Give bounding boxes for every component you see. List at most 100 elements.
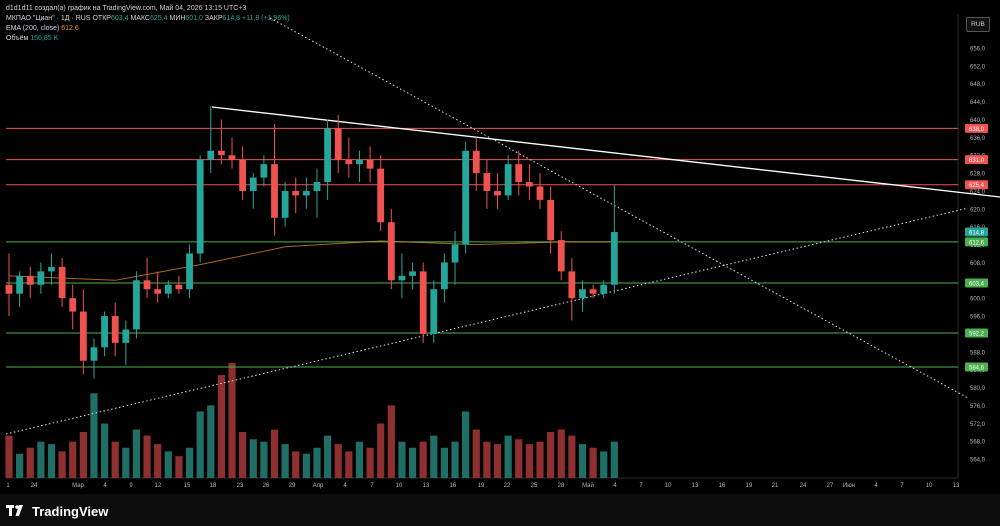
volume-bar bbox=[207, 405, 215, 478]
volume-bar bbox=[600, 451, 608, 478]
ticker[interactable]: МКПАО "Циан" · 1Д · RUS bbox=[6, 15, 91, 22]
price-label-green: 612,6 bbox=[965, 237, 988, 247]
price-tick-label: 644,0 bbox=[970, 100, 986, 106]
volume-bar bbox=[568, 435, 576, 478]
candle bbox=[196, 155, 204, 263]
price-label-red: 625,4 bbox=[965, 180, 988, 190]
resistance-trendline bbox=[211, 106, 1000, 198]
price-label-bg bbox=[965, 155, 988, 165]
ema-row[interactable]: EMA (200, close) 612,6 bbox=[6, 24, 290, 34]
candle-body bbox=[58, 266, 66, 299]
candle bbox=[101, 311, 108, 357]
candle bbox=[494, 173, 501, 209]
price-label-red: 638,0 bbox=[965, 123, 988, 133]
candle-body bbox=[472, 150, 480, 174]
ohlc-row: МКПАО "Циан" · 1Д · RUS ОТКР603,4 МАКС62… bbox=[6, 14, 290, 24]
candle-body bbox=[164, 284, 172, 294]
tradingview-logo-icon bbox=[6, 505, 23, 516]
candle-body bbox=[26, 275, 34, 285]
price-tick-label: 636,0 bbox=[970, 136, 986, 142]
candle-body bbox=[37, 271, 45, 285]
price-tick-label: 652,0 bbox=[970, 64, 986, 70]
candle bbox=[111, 302, 119, 357]
price-tick-label: 640,0 bbox=[970, 118, 986, 124]
price-tick-label: 564,0 bbox=[970, 458, 986, 464]
candle bbox=[557, 231, 565, 281]
creator-line: d1d1d11 создал(а) график на TradingView.… bbox=[6, 5, 247, 12]
high-value: 625,4 bbox=[150, 15, 168, 22]
candle bbox=[281, 182, 289, 227]
time-tick-label: 13 bbox=[423, 483, 430, 489]
price-label-bg bbox=[965, 278, 988, 288]
time-tick-label: Апр bbox=[313, 483, 324, 489]
close-label: ЗАКР bbox=[204, 15, 223, 22]
volume-bar bbox=[504, 435, 512, 478]
volume-bar bbox=[419, 441, 427, 478]
price-label-green: 592,2 bbox=[965, 328, 988, 338]
price-label-text: 625,4 bbox=[969, 183, 985, 189]
candle bbox=[366, 146, 374, 183]
candle bbox=[207, 106, 215, 174]
volume-layer bbox=[5, 363, 618, 478]
price-label-text: 631,0 bbox=[969, 158, 985, 164]
candle-body bbox=[462, 150, 470, 245]
candle-body bbox=[79, 311, 87, 361]
price-label-text: 638,0 bbox=[969, 127, 985, 133]
candle bbox=[292, 177, 300, 214]
volume-bar bbox=[111, 441, 119, 478]
candle bbox=[218, 119, 225, 165]
candle-body bbox=[239, 159, 247, 191]
time-tick-label: 10 bbox=[665, 483, 672, 489]
time-tick-label: 4 bbox=[343, 483, 347, 489]
time-tick-label: 7 bbox=[900, 483, 904, 489]
candle bbox=[610, 184, 618, 294]
candle bbox=[409, 262, 416, 290]
volume-bar bbox=[281, 444, 289, 478]
candle-body bbox=[249, 177, 257, 191]
time-tick-label: 9 bbox=[129, 483, 133, 489]
candle-body bbox=[143, 280, 151, 290]
price-tick-label: 656,0 bbox=[970, 47, 986, 53]
time-tick-label: Июн bbox=[843, 483, 855, 489]
candle bbox=[228, 137, 236, 169]
candles-layer bbox=[5, 106, 618, 379]
candle bbox=[143, 257, 151, 299]
volume-bar bbox=[132, 429, 141, 478]
volume-bar bbox=[260, 441, 268, 478]
volume-row[interactable]: Объём 156,85 K bbox=[6, 34, 290, 44]
volume-bar bbox=[100, 423, 109, 478]
price-tick-label: 624,0 bbox=[970, 189, 986, 195]
price-label-text: 612,6 bbox=[969, 240, 985, 246]
high-label: МАКС bbox=[130, 15, 150, 22]
candle bbox=[334, 115, 342, 174]
price-label-bg bbox=[965, 328, 988, 338]
volume-bar bbox=[37, 441, 45, 478]
volume-bar bbox=[377, 423, 385, 478]
time-axis[interactable]: 1 24 Мар 4 9 12 15 18 23 26 29 Апр 4 7 10 13 16 19 22 25 28 М… bbox=[6, 482, 960, 489]
time-tick-label: 12 bbox=[155, 483, 162, 489]
time-tick-label: 1 bbox=[6, 483, 10, 489]
candle-body bbox=[111, 316, 119, 343]
currency-button[interactable]: RUB bbox=[966, 17, 990, 32]
time-tick-label: 16 bbox=[719, 483, 726, 489]
price-label-green: 584,6 bbox=[965, 362, 988, 372]
volume-bar bbox=[185, 447, 194, 478]
candle bbox=[175, 275, 183, 294]
time-tick-label: 15 bbox=[184, 483, 191, 489]
price-label-bg bbox=[965, 123, 988, 133]
candle-body bbox=[101, 316, 108, 348]
candle-body bbox=[525, 182, 533, 187]
price-tick-label: 576,0 bbox=[970, 404, 986, 410]
candle-body bbox=[122, 329, 130, 343]
volume-bar bbox=[515, 439, 523, 478]
open-label: ОТКР bbox=[92, 15, 111, 22]
candle-body bbox=[398, 275, 406, 281]
dotted-trendline-down bbox=[269, 17, 969, 399]
price-axis[interactable]: 656,0652,0648,0644,0640,0636,0632,0628,0… bbox=[970, 47, 986, 464]
legend: d1d1d11 создал(а) график на TradingView.… bbox=[6, 4, 290, 44]
candle bbox=[430, 280, 438, 343]
time-tick-label: 10 bbox=[926, 483, 933, 489]
time-tick-label: 16 bbox=[450, 483, 457, 489]
